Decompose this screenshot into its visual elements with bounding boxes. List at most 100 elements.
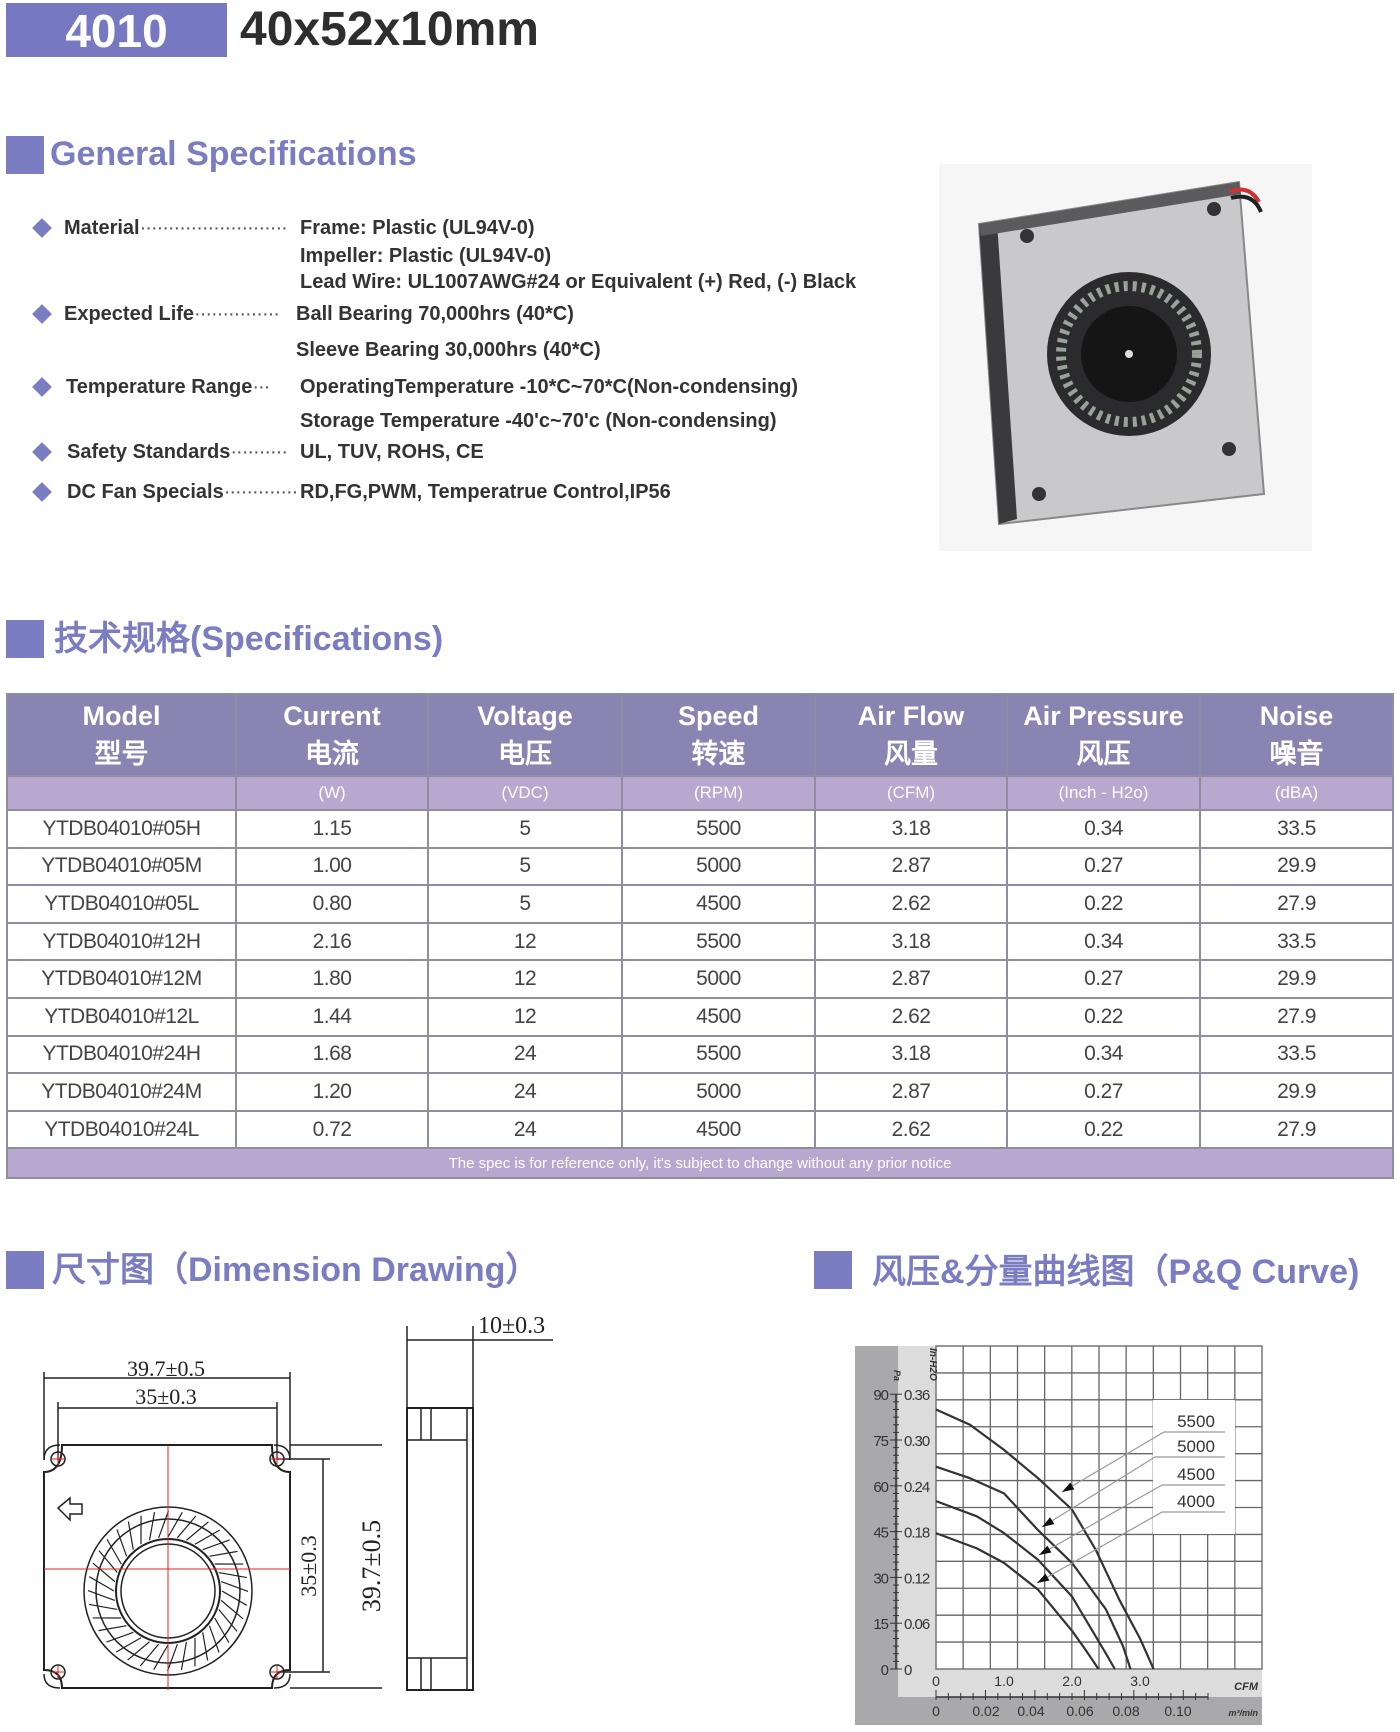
spec-label-text: Temperature Range (66, 376, 253, 398)
table-cell: YTDB04010#12L (6, 996, 237, 1037)
y-axis-label: In-H2O (927, 1348, 938, 1381)
column-unit: (CFM) (814, 775, 1008, 811)
table-cell: 12 (427, 996, 623, 1037)
column-header-en: Voltage (477, 701, 573, 731)
impeller-blade (220, 1581, 249, 1593)
x2-tick-label: 0.02 (972, 1703, 999, 1719)
column-header: Noise 噪音 (1199, 693, 1394, 777)
y2-tick-label: 75 (873, 1433, 888, 1450)
impeller-blade (166, 1643, 178, 1672)
spec-label: Temperature Range··· (66, 375, 270, 399)
model-badge: 4010 (6, 3, 227, 57)
table-cell: 29.9 (1199, 1072, 1394, 1112)
table-cell: 5000 (621, 1072, 816, 1112)
table-cell: 5 (427, 884, 623, 924)
legend-arrow-icon (1037, 1573, 1050, 1583)
x2-tick-label: 0.06 (1066, 1703, 1093, 1719)
y-tick-label: 0.36 (904, 1387, 930, 1404)
column-unit: (RPM) (621, 775, 816, 811)
spec-label: Safety Standards·········· (67, 440, 288, 464)
specs-heading: 技术规格(Specifications) (54, 620, 444, 658)
width-outer-label: 39.7±0.5 (127, 1356, 205, 1381)
column-header-cn: 电流 (305, 739, 359, 769)
impeller-blade (209, 1550, 238, 1557)
table-cell: 1.20 (235, 1072, 429, 1112)
table-cell: 0.27 (1006, 1072, 1201, 1112)
table-cell: YTDB04010#24L (6, 1109, 237, 1150)
pq-heading: 风压&分量曲线图（P&Q Curve) (872, 1253, 1360, 1291)
legend-label-5000: 5000 (1177, 1437, 1215, 1456)
column-header: Model 型号 (6, 693, 237, 777)
leader-dots: ··· (252, 376, 270, 398)
table-cell: 0.72 (235, 1109, 429, 1150)
column-unit: (VDC) (427, 775, 623, 811)
impeller-blade (148, 1512, 156, 1541)
table-footnote: The spec is for reference only, it's sub… (6, 1147, 1394, 1180)
x-tick-label: 3.0 (1130, 1673, 1150, 1689)
column-header-en: Speed (677, 701, 760, 731)
table-cell: 0.27 (1006, 959, 1201, 999)
dimension-drawing: 39.7±0.5 35±0.3 35±0.3 39.7±0.5 10±0.3 (43, 1313, 553, 1691)
column-header-cn: 噪音 (1269, 739, 1324, 769)
table-footer-row: The spec is for reference only, it's sub… (6, 1147, 1394, 1180)
legend-leader-line (1038, 1484, 1225, 1556)
spec-value: Impeller: Plastic (UL94V-0) (300, 245, 552, 267)
impeller-blade (202, 1632, 209, 1661)
impeller-blade (115, 1637, 142, 1653)
legend-leader-line (1036, 1511, 1225, 1584)
bullet-diamond-icon (32, 218, 52, 238)
column-header-en: Air Pressure (1023, 701, 1184, 731)
column-header-cn: 转速 (691, 739, 746, 769)
y2-tick-label: 0 (881, 1662, 889, 1679)
x2-tick-label: 0.08 (1112, 1703, 1139, 1719)
x2-axis-label: m³/min (1228, 1708, 1258, 1718)
table-cell: 33.5 (1199, 1034, 1394, 1075)
leader-dots: ············· (223, 481, 299, 503)
column-header-cn: 型号 (94, 739, 149, 769)
column-unit: (Inch - H2o) (1006, 775, 1201, 811)
column-header: Air Pressure 风压 (1006, 693, 1201, 777)
curve-5500 (935, 1408, 1155, 1670)
bullet-diamond-icon (32, 304, 52, 324)
table-cell: 0.22 (1006, 1109, 1201, 1150)
x-axis-label: CFM (1234, 1681, 1259, 1693)
spec-value: Storage Temperature -40'c~70'c (Non-cond… (300, 410, 777, 432)
table-cell: 5500 (621, 1034, 816, 1075)
impeller-blade (214, 1617, 230, 1644)
table-cell: 29.9 (1199, 846, 1394, 887)
legend-leader-line (1041, 1456, 1225, 1528)
impeller-blade (220, 1599, 244, 1620)
spec-label-text: Material (64, 217, 140, 239)
column-header: Speed 转速 (621, 693, 816, 777)
table-cell: 2.87 (814, 846, 1008, 887)
section-marker (814, 1251, 852, 1289)
impeller-blade (127, 1521, 134, 1550)
impeller-blade (89, 1603, 118, 1611)
table-cell: 5 (427, 809, 623, 849)
column-header: Current 电流 (235, 693, 429, 777)
table-cell: 1.15 (235, 809, 429, 849)
column-header-en: Current (283, 701, 381, 731)
y2-tick-label: 45 (873, 1525, 888, 1542)
table-cell: 27.9 (1199, 884, 1394, 924)
table-cell: 1.00 (235, 846, 429, 887)
table-cell: 5000 (621, 959, 816, 999)
table-row: YTDB04010#05H 1.15 5 5500 3.18 0.34 33.5 (6, 809, 1394, 849)
impeller-blade (218, 1571, 247, 1579)
width-hole-label: 35±0.3 (135, 1384, 197, 1409)
x-tick-label: 2.0 (1062, 1673, 1082, 1689)
table-cell: YTDB04010#12M (6, 959, 237, 999)
impeller-blade (127, 1641, 150, 1661)
leader-dots: ··············· (194, 303, 280, 325)
table-cell: YTDB04010#24H (6, 1034, 237, 1075)
table-cell: 12 (427, 921, 623, 962)
legend-arrow-icon (1042, 1517, 1055, 1527)
impeller-blade (106, 1538, 122, 1565)
table-row: YTDB04010#05L 0.80 5 4500 2.62 0.22 27.9 (6, 884, 1394, 924)
table-cell: 0.34 (1006, 921, 1201, 962)
leader-dots: ·························· (139, 217, 288, 239)
column-header-cn: 风压 (1076, 739, 1131, 769)
table-cell: 27.9 (1199, 1109, 1394, 1150)
legend-label-4500: 4500 (1177, 1465, 1215, 1484)
bullet-diamond-icon (32, 377, 52, 397)
